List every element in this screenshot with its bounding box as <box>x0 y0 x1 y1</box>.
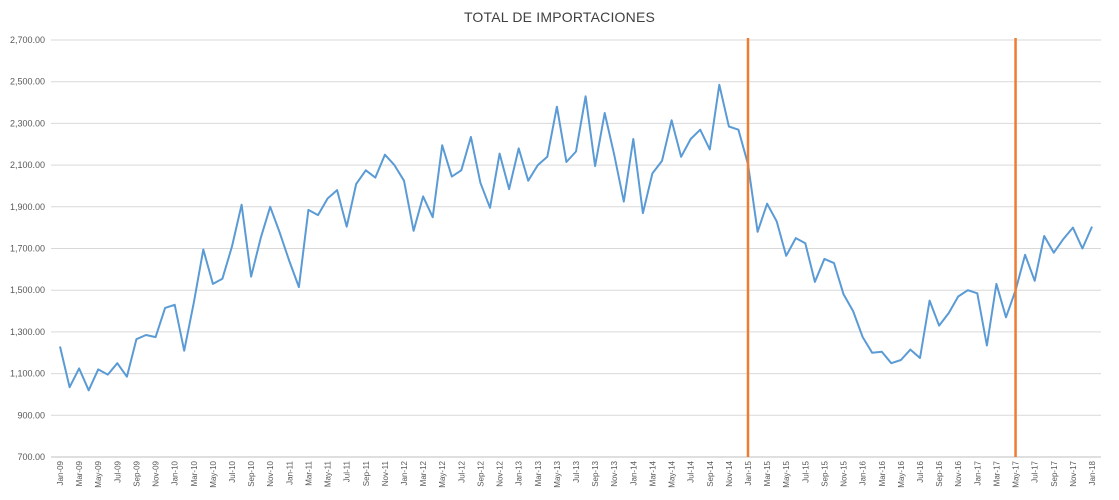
x-tick-label: Jan-18 <box>1088 460 1097 485</box>
y-tick-label: 2,300.00 <box>10 118 45 128</box>
gridlines <box>51 39 1101 458</box>
x-tick-label: Nov-10 <box>266 460 275 486</box>
x-tick-label: Nov-14 <box>725 460 734 486</box>
x-tick-label: Jul-16 <box>916 460 925 482</box>
x-tick-label: Sep-17 <box>1050 460 1059 486</box>
x-tick-label: Sep-13 <box>591 460 600 486</box>
x-tick-label: Mar-09 <box>75 460 84 486</box>
x-tick-label: May-16 <box>897 460 906 487</box>
x-tick-label: Jan-14 <box>629 460 638 485</box>
x-tick-label: Nov-13 <box>610 460 619 486</box>
x-tick-label: Sep-14 <box>706 460 715 486</box>
x-tick-label: Sep-12 <box>476 460 485 486</box>
x-tick-label: Nov-12 <box>496 460 505 486</box>
x-tick-label: Jul-15 <box>801 460 810 482</box>
x-tick-label: Jan-09 <box>56 460 65 485</box>
y-axis-ticks: 700.00 900.00 1,100.00 1,300.00 1,500.00 1,70… <box>10 35 45 462</box>
x-tick-label: Jan-12 <box>400 460 409 485</box>
x-axis-ticks: Jan-09 Mar-09 May-09 Jul-09 Sep-09 Nov-09 Jan-… <box>56 460 1097 487</box>
x-tick-label: Mar-15 <box>763 460 772 486</box>
x-tick-label: Jul-09 <box>113 460 122 482</box>
x-tick-label: Jan-11 <box>285 460 294 484</box>
x-tick-label: Nov-11 <box>381 460 390 486</box>
x-tick-label: May-11 <box>324 460 333 487</box>
x-tick-label: Jul-14 <box>687 460 696 482</box>
x-tick-label: Mar-12 <box>419 460 428 486</box>
x-tick-label: May-14 <box>668 460 677 487</box>
x-tick-label: Jan-15 <box>744 460 753 485</box>
x-tick-label: May-10 <box>209 460 218 487</box>
x-tick-label: Sep-09 <box>132 460 141 486</box>
y-tick-label: 1,300.00 <box>10 327 45 337</box>
x-tick-label: Jan-13 <box>515 460 524 485</box>
y-tick-label: 700.00 <box>17 452 45 462</box>
x-tick-label: Mar-11 <box>304 460 313 485</box>
x-tick-label: Jan-16 <box>859 460 868 485</box>
y-tick-label: 2,500.00 <box>10 77 45 87</box>
x-tick-label: Mar-14 <box>648 460 657 486</box>
x-tick-label: May-09 <box>94 460 103 487</box>
x-tick-label: Jul-17 <box>1031 460 1040 482</box>
x-tick-label: Mar-10 <box>190 460 199 486</box>
y-tick-label: 2,100.00 <box>10 160 45 170</box>
x-tick-label: Jul-12 <box>457 460 466 482</box>
x-tick-label: Nov-16 <box>954 460 963 486</box>
x-tick-label: Jul-13 <box>572 460 581 482</box>
x-tick-label: Sep-11 <box>362 460 371 486</box>
chart-title: TOTAL DE IMPORTACIONES <box>463 9 656 25</box>
x-tick-label: Sep-16 <box>935 460 944 486</box>
series-line <box>59 83 1093 392</box>
x-tick-label: May-15 <box>782 460 791 487</box>
y-tick-label: 1,500.00 <box>10 285 45 295</box>
x-tick-label: Nov-17 <box>1069 460 1078 486</box>
vertical-markers <box>746 38 1017 457</box>
x-tick-label: Sep-10 <box>247 460 256 486</box>
x-tick-label: Jul-11 <box>343 460 352 482</box>
x-tick-label: Sep-15 <box>820 460 829 486</box>
x-tick-label: Jan-17 <box>973 460 982 485</box>
y-tick-label: 2,700.00 <box>10 35 45 45</box>
y-tick-label: 1,100.00 <box>10 369 45 379</box>
x-tick-label: Jul-10 <box>228 460 237 482</box>
x-tick-label: Mar-17 <box>992 460 1001 486</box>
x-tick-label: Nov-09 <box>152 460 161 486</box>
x-tick-label: May-12 <box>438 460 447 487</box>
x-tick-label: Nov-15 <box>840 460 849 486</box>
x-tick-label: Jan-10 <box>171 460 180 485</box>
x-tick-label: Mar-16 <box>878 460 887 486</box>
x-tick-label: May-13 <box>553 460 562 487</box>
y-tick-label: 1,700.00 <box>10 244 45 254</box>
x-tick-label: May-17 <box>1012 460 1021 487</box>
series-layer <box>59 83 1093 392</box>
x-tick-label: Mar-13 <box>534 460 543 486</box>
y-tick-label: 900.00 <box>17 410 45 420</box>
y-tick-label: 1,900.00 <box>10 202 45 212</box>
